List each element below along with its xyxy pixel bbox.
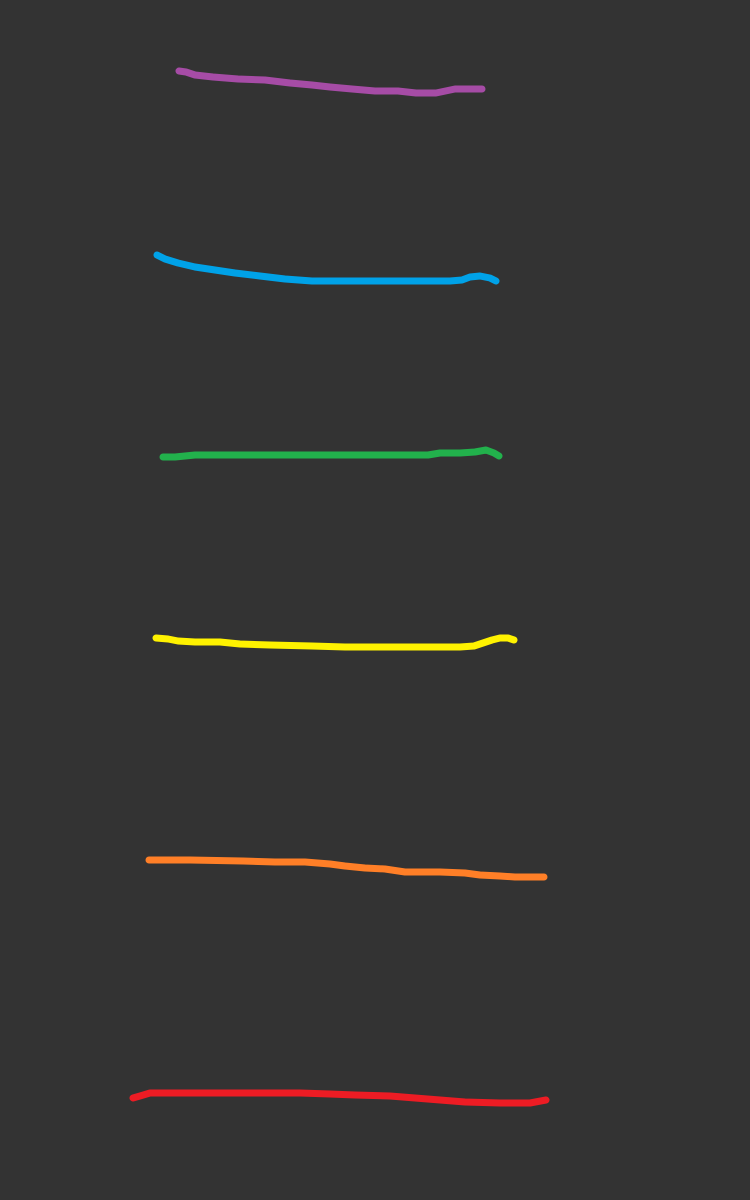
orange-stroke: [145, 856, 548, 881]
red-stroke: [129, 1089, 550, 1107]
green-stroke: [159, 446, 503, 461]
strokes-layer: [129, 67, 550, 1107]
yellow-stroke: [152, 634, 518, 651]
blue-stroke: [153, 251, 500, 285]
purple-stroke: [175, 67, 486, 97]
